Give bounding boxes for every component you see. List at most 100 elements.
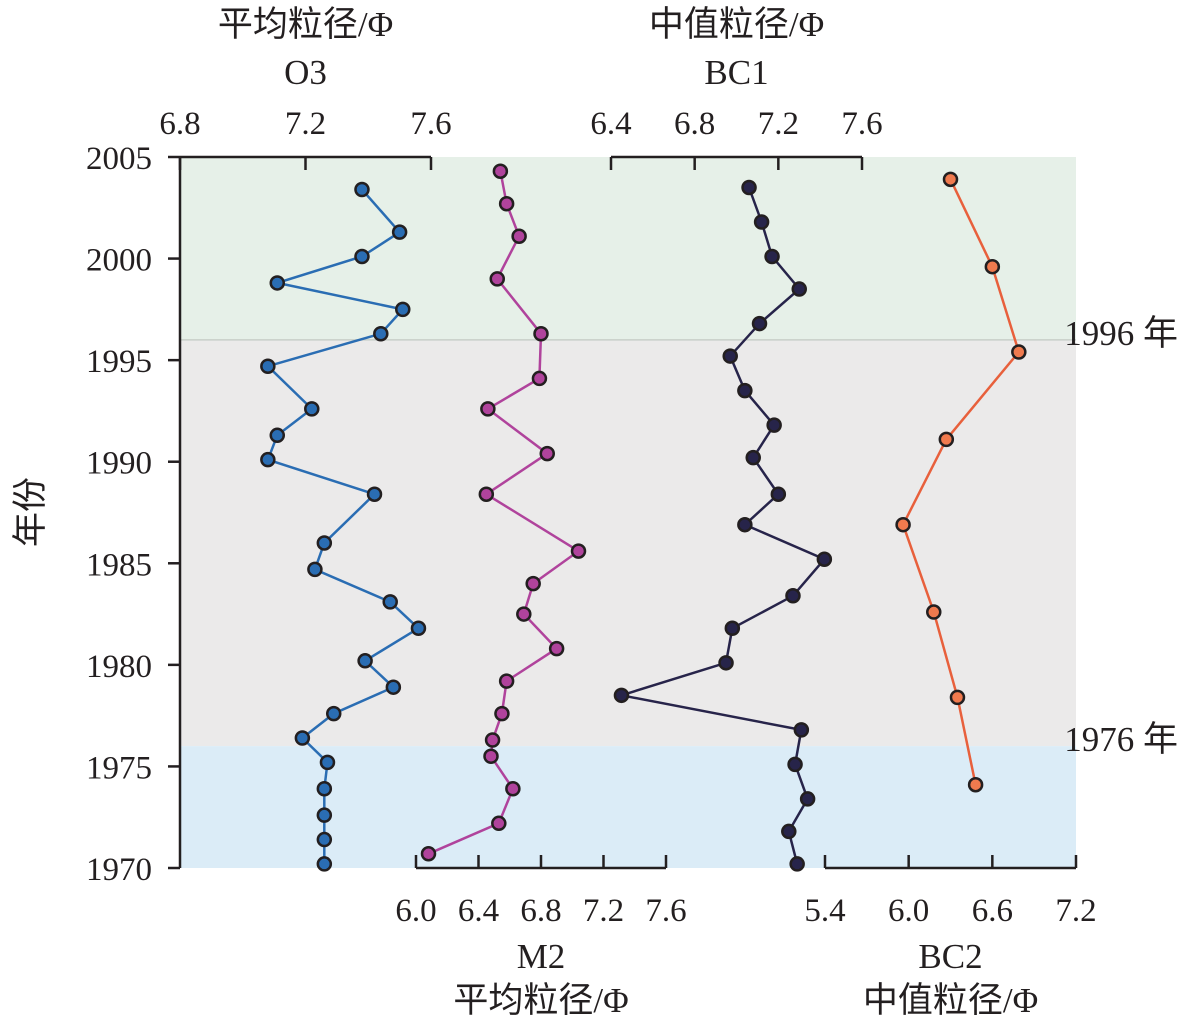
data-point <box>789 856 805 872</box>
data-point <box>373 325 389 342</box>
data-point <box>316 856 333 872</box>
data-point <box>489 271 505 287</box>
period-band <box>180 746 1076 868</box>
data-point <box>766 417 782 433</box>
grain-size-axes: 6.8 7.2 7.6 平均粒径/Φ O3 6.0 6.4 6.8 7.2 7.6 M2 平均粒径/Φ… <box>159 5 1096 1020</box>
data-point <box>354 248 370 265</box>
data-point <box>785 588 801 604</box>
data-point <box>753 214 770 230</box>
series-name: M2 <box>517 937 566 976</box>
x-tick-label: 6.4 <box>458 893 499 929</box>
series-bc2 <box>895 171 1027 793</box>
year-axis-label: 年份 <box>11 477 50 547</box>
data-point <box>787 756 803 773</box>
data-point <box>1011 344 1027 360</box>
x-tick-label: 6.6 <box>972 893 1013 929</box>
data-point <box>366 486 383 502</box>
data-point <box>357 653 373 669</box>
data-point <box>304 401 320 417</box>
axis-bc2: 5.4 6.0 6.6 7.2 BC2 中值粒径/Φ <box>804 855 1097 1020</box>
data-point <box>737 516 753 533</box>
data-point <box>260 358 276 374</box>
data-point <box>722 348 738 364</box>
data-point <box>745 449 761 466</box>
data-point <box>420 846 437 862</box>
period-band <box>180 339 1076 747</box>
data-point <box>942 171 959 188</box>
x-tick-label: 6.0 <box>395 893 436 929</box>
data-point <box>949 689 966 706</box>
axis-title: 平均粒径/Φ <box>218 5 393 44</box>
x-tick-label: 7.6 <box>841 106 882 142</box>
x-tick-label: 6.4 <box>590 106 631 142</box>
period-label: 1996 年 <box>1064 314 1178 353</box>
data-point <box>498 673 515 689</box>
data-point <box>294 730 311 746</box>
data-point <box>799 791 816 807</box>
data-point <box>382 594 398 610</box>
year-tick-label: 2000 <box>86 243 152 279</box>
axis-title: 中值粒径/Φ <box>649 5 824 44</box>
data-point <box>531 370 548 387</box>
period-band <box>180 157 1076 340</box>
data-point <box>505 781 521 797</box>
x-tick-label: 7.6 <box>645 893 686 929</box>
data-point <box>984 258 1001 275</box>
data-point <box>480 401 496 417</box>
year-tick-label: 1970 <box>86 852 152 888</box>
year-tick-label: 1980 <box>86 649 152 685</box>
data-point <box>781 823 797 840</box>
data-point <box>511 228 527 244</box>
data-point <box>967 776 984 793</box>
data-point <box>395 301 411 318</box>
data-point <box>269 275 286 291</box>
data-point <box>494 705 510 722</box>
series-o3 <box>260 181 427 872</box>
axis-m2: 6.0 6.4 6.8 7.2 7.6 M2 平均粒径/Φ <box>395 855 687 1020</box>
x-tick-label: 7.6 <box>410 106 451 142</box>
year-axis: 1970 1975 1980 1985 1990 1995 2000 2005 年份 <box>11 141 182 888</box>
year-tick-label: 1995 <box>86 344 152 380</box>
data-point <box>764 248 780 265</box>
data-point <box>570 543 587 559</box>
series-m2 <box>420 163 587 862</box>
x-tick-label: 6.8 <box>159 106 200 142</box>
data-point <box>895 516 911 533</box>
data-point <box>354 181 370 198</box>
data-point <box>751 315 768 332</box>
x-tick-label: 7.2 <box>758 106 799 142</box>
x-tick-label: 7.2 <box>1055 893 1096 929</box>
data-point <box>260 451 276 468</box>
data-point <box>319 754 336 771</box>
data-point <box>613 687 630 704</box>
data-point <box>516 606 532 622</box>
axis-title: 平均粒径/Φ <box>453 981 628 1020</box>
data-point <box>316 535 333 551</box>
data-point <box>718 655 734 671</box>
x-tick-label: 6.0 <box>888 893 929 929</box>
data-point <box>498 195 515 212</box>
axis-bc1: 6.4 6.8 7.2 7.6 中值粒径/Φ BC1 <box>590 5 883 170</box>
data-point <box>316 807 333 823</box>
data-point <box>539 445 555 462</box>
x-tick-label: 6.8 <box>674 106 715 142</box>
data-point <box>938 431 955 448</box>
period-label: 1976 年 <box>1064 720 1178 759</box>
x-tick-label: 5.4 <box>804 893 845 929</box>
series-line <box>901 178 1021 785</box>
x-tick-label: 6.8 <box>520 893 561 929</box>
data-point <box>741 179 757 196</box>
data-point <box>307 561 323 578</box>
data-point <box>483 748 499 765</box>
x-tick-label: 7.2 <box>285 106 326 142</box>
data-point <box>791 281 807 297</box>
data-point <box>484 732 501 748</box>
series-name: BC2 <box>918 937 982 976</box>
data-point <box>525 575 541 592</box>
axis-title: 中值粒径/Φ <box>863 981 1038 1020</box>
data-point <box>316 831 333 848</box>
x-tick-label: 7.2 <box>583 893 624 929</box>
data-point <box>793 722 810 738</box>
data-point <box>491 815 507 832</box>
